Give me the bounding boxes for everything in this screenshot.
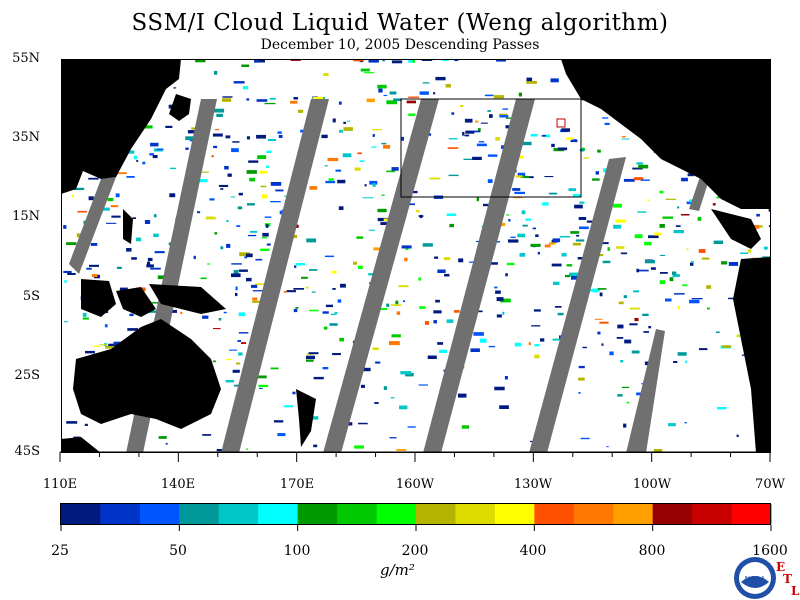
antarctic-edge	[61, 437, 101, 453]
australia-land	[73, 319, 221, 429]
mexico-land	[711, 209, 761, 249]
cloud-liquid-water-map	[61, 59, 771, 453]
colorbar-tick-800: 800	[638, 543, 666, 559]
north-america-land	[561, 59, 771, 209]
colorbar-segment	[337, 504, 378, 524]
no-data-swath-gaps	[69, 99, 715, 453]
map-title: SSM/I Cloud Liquid Water (Weng algorithm…	[131, 10, 669, 36]
noaa-logo-icon: NOAA	[734, 557, 776, 599]
south-america-land	[733, 257, 771, 453]
etl-letter-l: L	[791, 584, 800, 598]
lat-label-5s: 5S	[22, 289, 40, 304]
borneo-land	[81, 279, 116, 317]
etl-letter-e: E	[776, 560, 786, 574]
lat-label-15n: 15N	[12, 209, 40, 224]
lon-label-160w: 160W	[395, 477, 435, 492]
colorbar-segment	[455, 504, 496, 524]
land-masses	[61, 59, 771, 453]
etl-letter-t: T	[783, 572, 792, 586]
asia-land	[61, 59, 181, 194]
lon-label-110e: 110E	[42, 477, 78, 492]
region-box	[400, 98, 582, 198]
lon-label-140e: 140E	[160, 477, 196, 492]
colorbar-segment	[376, 504, 417, 524]
indonesia-land	[116, 287, 156, 317]
small-red-box	[556, 118, 566, 128]
lon-label-100w: 100W	[632, 477, 672, 492]
colorbar-tick-100: 100	[283, 543, 311, 559]
japan-land	[169, 94, 191, 121]
new-guinea-land	[149, 284, 226, 314]
lon-ticks	[59, 451, 771, 462]
lat-label-45s: 45S	[14, 444, 40, 459]
lat-label-35n: 35N	[12, 130, 40, 145]
lat-label-25s: 25S	[14, 368, 40, 383]
colorbar	[60, 503, 772, 531]
lon-label-130w: 130W	[513, 477, 553, 492]
colorbar-tick-400: 400	[519, 543, 547, 559]
new-zealand-land	[296, 389, 316, 447]
colorbar-tick-200: 200	[401, 543, 429, 559]
colorbar-segment	[218, 504, 259, 524]
colorbar-units: g/m²	[380, 561, 415, 579]
lon-label-70w: 70W	[755, 477, 785, 492]
colorbar-segment	[731, 504, 772, 524]
colorbar-segment	[179, 504, 220, 524]
colorbar-segment	[61, 504, 101, 524]
colorbar-segment	[297, 504, 338, 524]
colorbar-segment	[573, 504, 614, 524]
colorbar-segment	[692, 504, 733, 524]
colorbar-tick-25: 25	[51, 543, 69, 559]
colorbar-tick-50: 50	[169, 543, 187, 559]
colorbar-segment	[494, 504, 535, 524]
noaa-logo-text: NOAA	[745, 575, 766, 583]
colorbar-segment	[139, 504, 180, 524]
lat-label-55n: 55N	[12, 51, 40, 66]
colorbar-segment	[534, 504, 575, 524]
colorbar-segment	[100, 504, 141, 524]
colorbar-tick-1600: 1600	[752, 543, 788, 559]
map-subtitle: December 10, 2005 Descending Passes	[260, 37, 540, 53]
colorbar-segment	[652, 504, 693, 524]
lon-label-170e: 170E	[279, 477, 315, 492]
philippines-land	[123, 209, 133, 244]
colorbar-segment	[613, 504, 654, 524]
colorbar-segment	[258, 504, 299, 524]
colorbar-segment	[416, 504, 456, 524]
